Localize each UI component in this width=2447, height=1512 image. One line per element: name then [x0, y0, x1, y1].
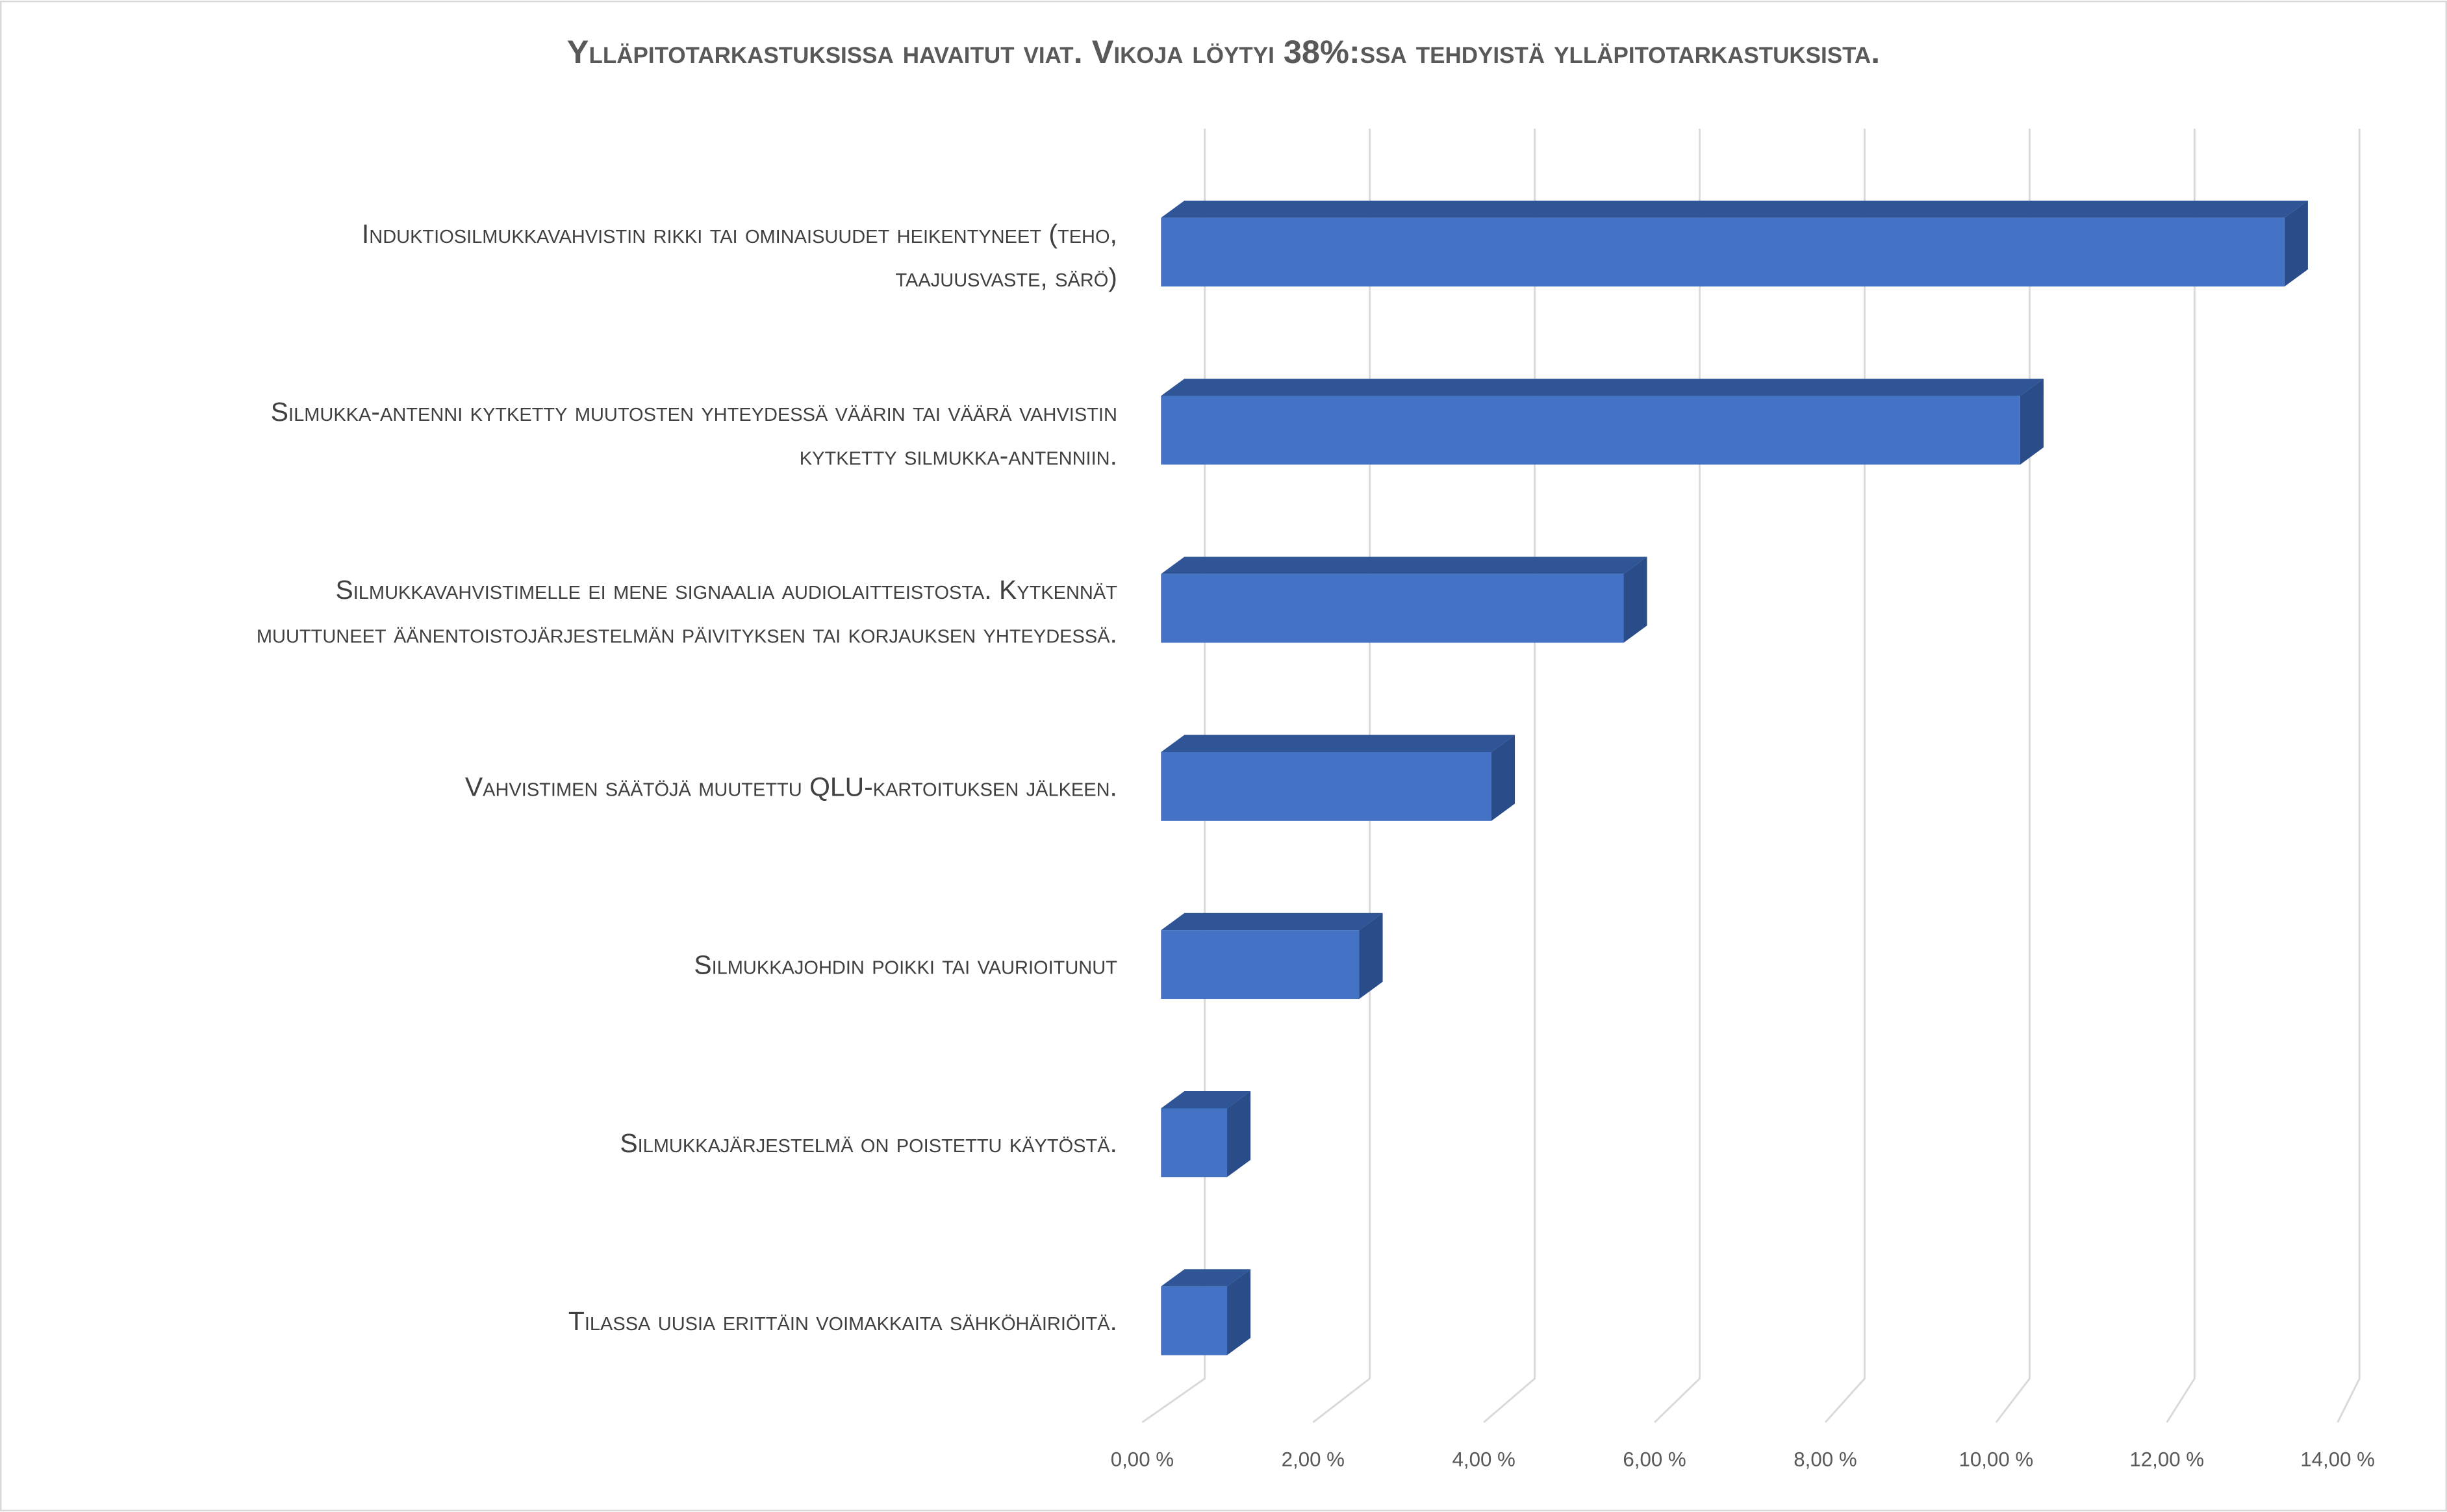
bars	[1161, 200, 2308, 1355]
bar	[1161, 1090, 1251, 1178]
category-label-line: Silmukka-antenni kytketty muutosten yhte…	[271, 397, 1117, 427]
bar-front-face	[1161, 1108, 1228, 1178]
category-label: Silmukkavahvistimelle ei mene signaalia …	[257, 575, 1117, 648]
bar-front-face	[1161, 396, 2020, 465]
x-tick-label: 10,00 %	[1959, 1448, 2033, 1470]
bar-side-face	[1623, 557, 1647, 643]
bar-side-face	[1227, 1269, 1251, 1355]
category-label: Silmukkajärjestelmä on poistettu käytöst…	[620, 1128, 1117, 1158]
bar-side-face	[2284, 200, 2308, 287]
x-tick-label: 2,00 %	[1282, 1448, 1345, 1470]
gridline	[1483, 129, 1536, 1424]
bar-side-face	[1359, 913, 1383, 1000]
bar-front-face	[1161, 573, 1624, 643]
category-label-line: Silmukkajärjestelmä on poistettu käytöst…	[620, 1128, 1117, 1158]
gridline	[1654, 129, 1701, 1423]
category-label-line: Tilassa uusia erittäin voimakkaita sähkö…	[568, 1306, 1117, 1336]
bar-top-face	[1161, 379, 2044, 396]
x-tick-label: 14,00 %	[2300, 1448, 2375, 1470]
gridline	[1824, 129, 1866, 1423]
category-labels: Induktiosilmukkavahvistin rikki tai omin…	[257, 219, 1117, 1336]
category-label-line: Silmukkavahvistimelle ei mene signaalia …	[335, 575, 1117, 605]
x-tick-label: 0,00 %	[1111, 1448, 1174, 1470]
bar-top-face	[1161, 557, 1647, 574]
bar-top-face	[1161, 200, 2308, 218]
bar	[1161, 379, 2044, 465]
bar	[1161, 200, 2308, 287]
category-label-line: Silmukkajohdin poikki tai vaurioitunut	[694, 950, 1117, 980]
bar-side-face	[2020, 379, 2044, 465]
x-tick-labels: 0,00 % 2,00 % 4,00 % 6,00 % 8,00 % 10,00 % 12,…	[1111, 1448, 2375, 1470]
bar	[1161, 557, 1647, 643]
bar-top-face	[1161, 913, 1383, 931]
gridline	[1995, 129, 2031, 1423]
category-label-line: kytketty silmukka-antenniin.	[800, 440, 1117, 470]
bar-side-face	[1491, 735, 1515, 821]
category-label: Silmukka-antenni kytketty muutosten yhte…	[271, 397, 1117, 470]
category-label: Tilassa uusia erittäin voimakkaita sähkö…	[568, 1306, 1117, 1336]
category-label-line: muuttuneet äänentoistojärjestelmän päivi…	[257, 619, 1117, 649]
category-label: Silmukkajohdin poikki tai vaurioitunut	[694, 950, 1117, 980]
gridline	[1141, 129, 1206, 1424]
bar-front-face	[1161, 930, 1360, 1000]
gridline	[2166, 129, 2196, 1423]
gridlines	[1141, 129, 2361, 1424]
bar-front-face	[1161, 751, 1491, 821]
bar	[1161, 913, 1383, 1000]
bar-front-face	[1161, 1286, 1228, 1355]
x-tick-label: 6,00 %	[1623, 1448, 1686, 1470]
bar-side-face	[1227, 1090, 1251, 1178]
x-tick-label: 4,00 %	[1452, 1448, 1515, 1470]
bar-top-face	[1161, 735, 1515, 752]
category-label-line: taajuusvaste, särö)	[896, 262, 1117, 292]
category-label-line: Vahvistimen säätöjä muutettu QLU-kartoit…	[465, 772, 1117, 801]
category-label: Induktiosilmukkavahvistin rikki tai omin…	[362, 219, 1117, 292]
x-tick-label: 12,00 %	[2129, 1448, 2204, 1470]
bar-front-face	[1161, 218, 2285, 287]
category-label-line: Induktiosilmukkavahvistin rikki tai omin…	[362, 219, 1117, 249]
gridline	[1312, 129, 1371, 1424]
bar	[1161, 1269, 1251, 1355]
x-tick-label: 8,00 %	[1794, 1448, 1857, 1470]
bar	[1161, 735, 1515, 821]
bar-top-face	[1161, 1090, 1251, 1109]
chart-title: Ylläpitotarkastuksissa havaitut viat. Vi…	[567, 33, 1880, 70]
bar-top-face	[1161, 1269, 1251, 1287]
category-label: Vahvistimen säätöjä muutettu QLU-kartoit…	[465, 772, 1117, 801]
gridline	[2337, 129, 2361, 1423]
